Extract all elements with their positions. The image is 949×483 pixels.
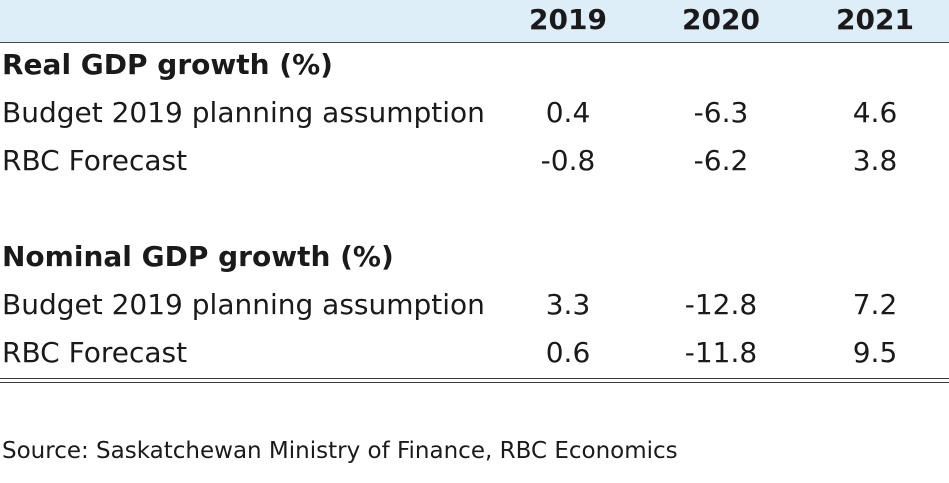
table-bottom-rule <box>0 378 949 383</box>
row-label: RBC Forecast <box>2 144 188 177</box>
table-cell: -11.8 <box>684 336 758 369</box>
table-cell: 9.5 <box>852 336 898 369</box>
table-cell: -6.2 <box>693 144 749 177</box>
table-header-row: 2019 2020 2021 <box>0 0 949 43</box>
table-row: Budget 2019 planning assumption 3.3 -12.… <box>0 283 949 331</box>
row-label: RBC Forecast <box>2 336 188 369</box>
section-title: Real GDP growth (%) <box>2 48 333 81</box>
section-title-row: Real GDP growth (%) <box>0 43 949 91</box>
section-title-row: Nominal GDP growth (%) <box>0 235 949 283</box>
table-cell: 0.6 <box>545 336 591 369</box>
table-cell: -6.3 <box>693 96 749 129</box>
table-row: RBC Forecast 0.6 -11.8 9.5 <box>0 331 949 379</box>
table-cell: -12.8 <box>684 288 758 321</box>
section-spacer <box>0 187 949 235</box>
row-label: Budget 2019 planning assumption <box>2 96 485 129</box>
table-row: RBC Forecast -0.8 -6.2 3.8 <box>0 139 949 187</box>
section-title: Nominal GDP growth (%) <box>2 240 394 273</box>
row-label: Budget 2019 planning assumption <box>2 288 485 321</box>
table-cell: 3.8 <box>852 144 898 177</box>
table-cell: 7.2 <box>852 288 898 321</box>
table-row: Budget 2019 planning assumption 0.4 -6.3… <box>0 91 949 139</box>
source-note: Source: Saskatchewan Ministry of Finance… <box>2 438 678 464</box>
year-header: 2020 <box>682 3 760 36</box>
table-cell: -0.8 <box>540 144 596 177</box>
table-cell: 3.3 <box>545 288 591 321</box>
gdp-growth-table: 2019 2020 2021 Real GDP growth (%) Budge… <box>0 0 949 379</box>
table-cell: 4.6 <box>852 96 898 129</box>
year-header: 2019 <box>529 3 607 36</box>
year-header: 2021 <box>836 3 914 36</box>
table-cell: 0.4 <box>545 96 591 129</box>
